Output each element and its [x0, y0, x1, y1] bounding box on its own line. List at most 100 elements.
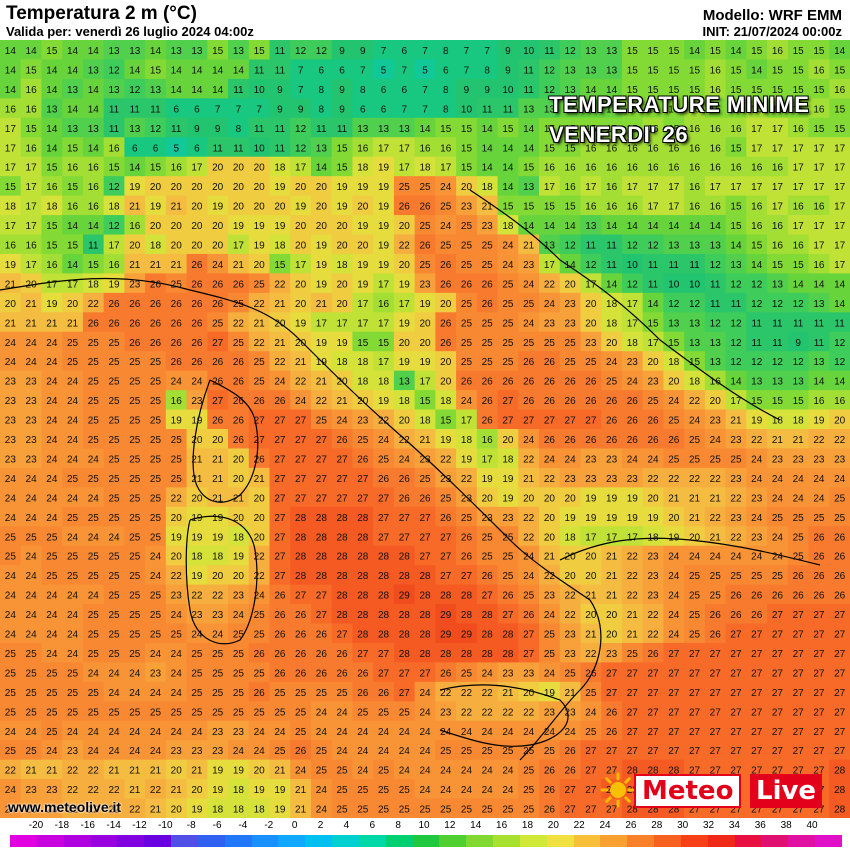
temperature-cell [0, 78, 22, 99]
temperature-value: 9 [277, 104, 283, 115]
temperature-value: 25 [150, 532, 162, 543]
temperature-value: 26 [233, 279, 245, 290]
temperature-cell [518, 40, 540, 61]
temperature-value: 27 [274, 454, 286, 465]
temperature-value: 25 [378, 805, 390, 816]
temperature-cell [621, 98, 644, 119]
temperature-value: 14 [502, 163, 514, 174]
temperature-value: 28 [337, 552, 349, 563]
temperature-value: 12 [730, 357, 742, 368]
temperature-value: 25 [108, 474, 120, 485]
temperature-value: 24 [544, 668, 556, 679]
temperature-value: 24 [440, 221, 452, 232]
temperature-value: 13 [710, 338, 722, 349]
colorbar-swatches [10, 835, 843, 847]
temperature-value: 28 [461, 591, 473, 602]
temperature-cell [746, 98, 768, 119]
temperature-value: 22 [88, 785, 100, 796]
temperature-value: 27 [834, 688, 846, 699]
temperature-value: 20 [212, 163, 224, 174]
temperature-value: 26 [108, 318, 120, 329]
temperature-cell [414, 40, 436, 61]
temperature-value: 25 [233, 338, 245, 349]
temperature-value: 27 [668, 746, 680, 757]
temperature-value: 25 [150, 513, 162, 524]
temperature-value: 27 [440, 571, 452, 582]
meteolive-logo: Meteo Live [600, 770, 823, 808]
temperature-value: 25 [482, 532, 494, 543]
temperature-value: 18 [150, 241, 162, 252]
temperature-value: 11 [88, 241, 99, 252]
temperature-value: 12 [730, 338, 742, 349]
temperature-value: 14 [67, 104, 79, 115]
temperature-value: 26 [191, 260, 203, 271]
temperature-value: 19 [337, 182, 349, 193]
temperature-value: 14 [171, 65, 183, 76]
temperature-value: 25 [129, 610, 141, 621]
temperature-value: 26 [233, 396, 245, 407]
temperature-value: 12 [108, 65, 120, 76]
temperature-cell [642, 40, 665, 61]
temperature-value: 22 [440, 454, 452, 465]
temperature-value: 27 [751, 707, 763, 718]
temperature-value: 26 [295, 746, 307, 757]
temperature-value: 27 [585, 766, 597, 777]
temperature-value: 11 [834, 318, 845, 329]
temperature-value: 17 [5, 143, 17, 154]
colorbar-swatch [680, 835, 709, 847]
temperature-value: 27 [772, 688, 784, 699]
temperature-value: 20 [191, 221, 203, 232]
temperature-value: 17 [46, 279, 58, 290]
temperature-value: 19 [274, 182, 286, 193]
temperature-value: 20 [668, 513, 680, 524]
temperature-value: 25 [399, 785, 411, 796]
temperature-cell [248, 59, 271, 80]
temperature-value: 14 [129, 65, 141, 76]
temperature-value: 20 [5, 299, 17, 310]
temperature-value: 27 [585, 416, 597, 427]
temperature-value: 26 [751, 610, 763, 621]
temperature-value: 25 [565, 668, 577, 679]
temperature-value: 27 [606, 688, 618, 699]
temperature-cell [0, 117, 22, 138]
temperature-value: 17 [772, 124, 784, 135]
website-link[interactable]: www.meteolive.it [8, 799, 121, 815]
temperature-cell [559, 98, 582, 119]
temperature-value: 25 [129, 396, 141, 407]
temperature-value: 14 [544, 221, 556, 232]
temperature-cell [456, 78, 478, 99]
temperature-value: 18 [212, 805, 224, 816]
temperature-value: 17 [834, 221, 846, 232]
temperature-cell [559, 117, 582, 138]
temperature-value: 19 [108, 279, 120, 290]
colorbar-tick-label: 28 [651, 820, 662, 831]
temperature-cell [82, 78, 105, 99]
temperature-value: 24 [88, 454, 100, 465]
temperature-value: 11 [648, 260, 659, 271]
temperature-value: 25 [585, 688, 597, 699]
temperature-value: 26 [482, 416, 494, 427]
temperature-value: 24 [502, 260, 514, 271]
temperature-value: 11 [752, 338, 763, 349]
temperature-value: 24 [88, 727, 100, 738]
colorbar-tick-label: 6 [369, 820, 375, 831]
temperature-value: 14 [668, 221, 680, 232]
temperature-value: 16 [108, 143, 120, 154]
temperature-value: 17 [26, 202, 38, 213]
temperature-cell [145, 98, 167, 119]
temperature-value: 26 [461, 532, 473, 543]
temperature-value: 26 [295, 610, 307, 621]
temperature-value: 15 [67, 182, 79, 193]
temperature-value: 27 [793, 707, 805, 718]
temperature-cell [767, 98, 789, 119]
temperature-value: 20 [191, 435, 203, 446]
temperature-cell [829, 59, 850, 80]
temperature-value: 25 [357, 785, 369, 796]
temperature-value: 27 [378, 668, 390, 679]
temperature-value: 21 [26, 318, 38, 329]
temperature-value: 25 [337, 688, 349, 699]
temperature-value: 25 [461, 260, 473, 271]
temperature-value: 26 [523, 610, 535, 621]
temperature-value: 21 [274, 766, 286, 777]
temperature-value: 14 [67, 46, 79, 57]
